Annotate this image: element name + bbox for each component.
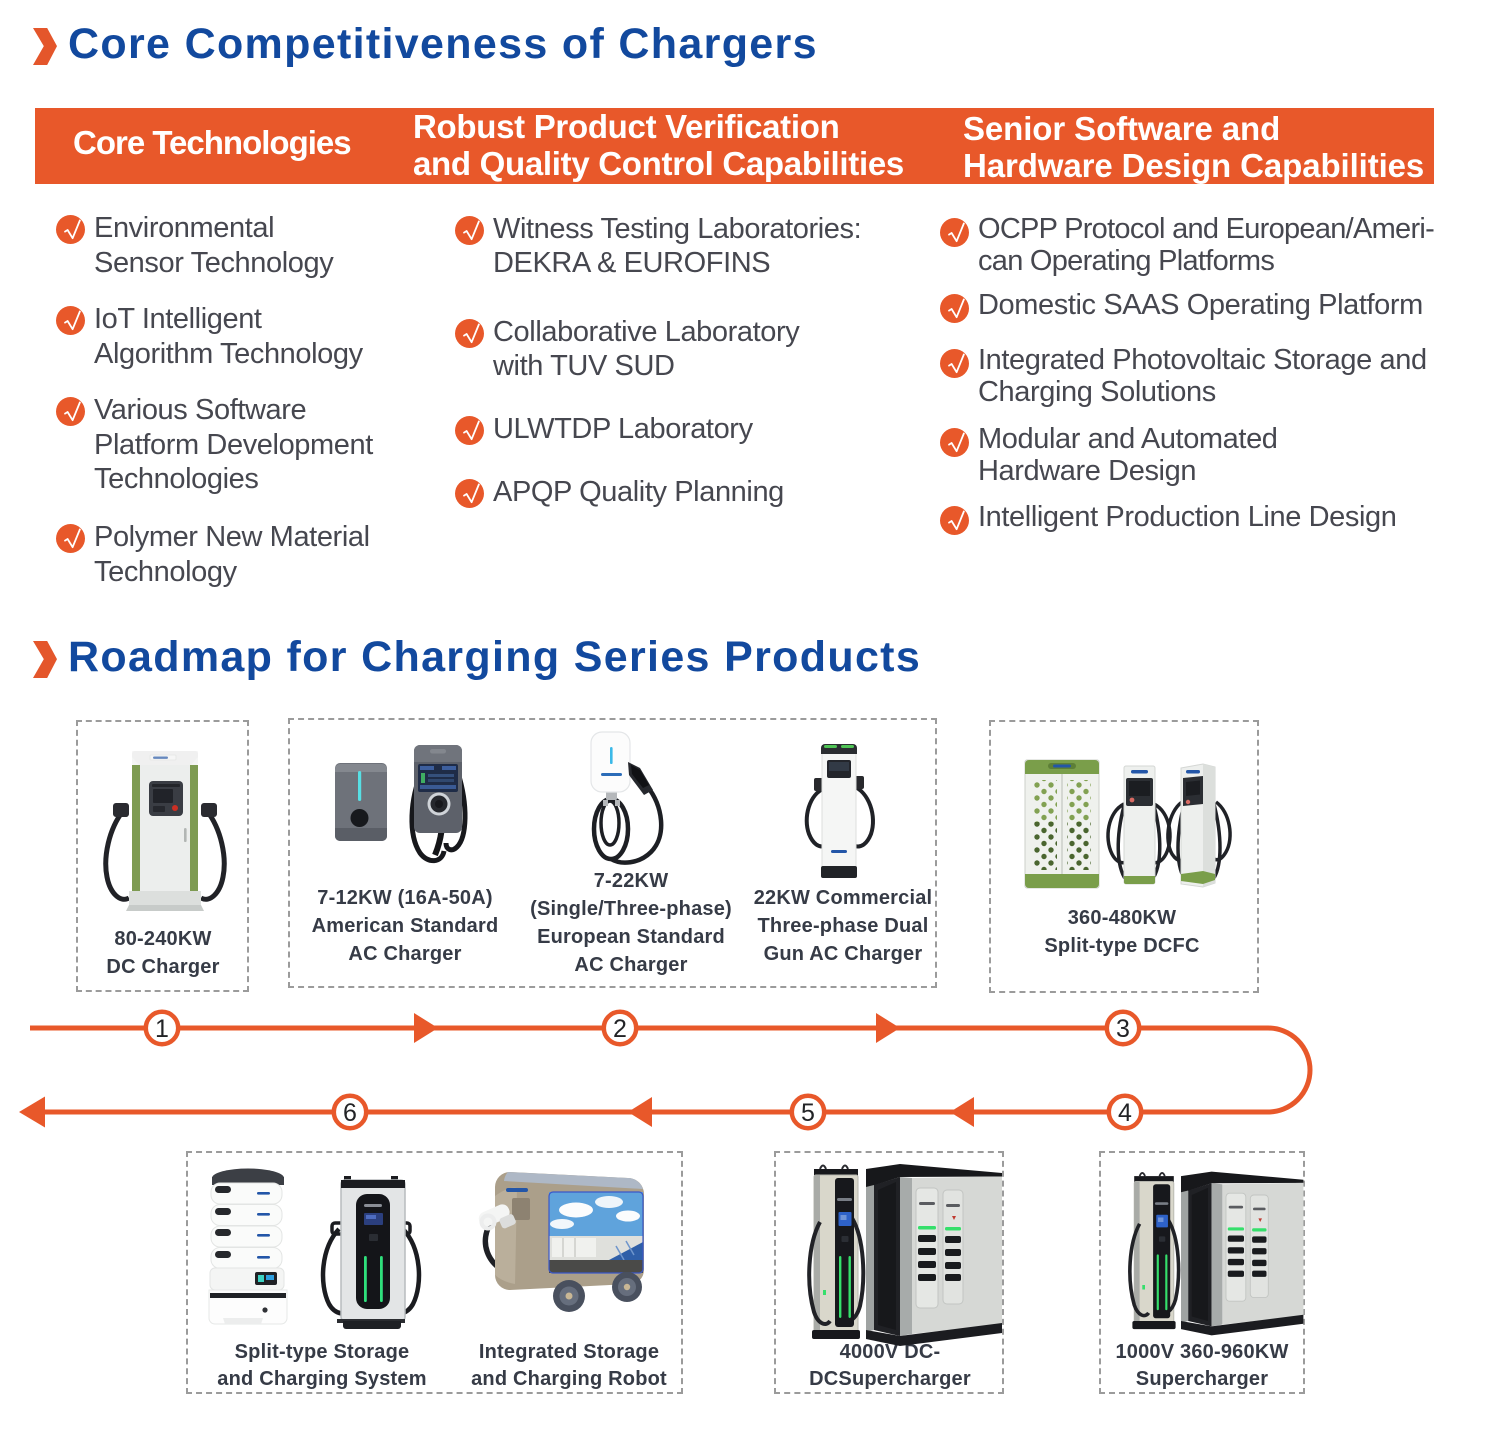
svg-text:1: 1 <box>155 1015 169 1043</box>
svg-text:6: 6 <box>343 1099 357 1127</box>
svg-text:3: 3 <box>1116 1015 1130 1043</box>
svg-text:4: 4 <box>1118 1099 1132 1127</box>
svg-text:5: 5 <box>801 1099 815 1127</box>
svg-text:2: 2 <box>613 1015 627 1043</box>
